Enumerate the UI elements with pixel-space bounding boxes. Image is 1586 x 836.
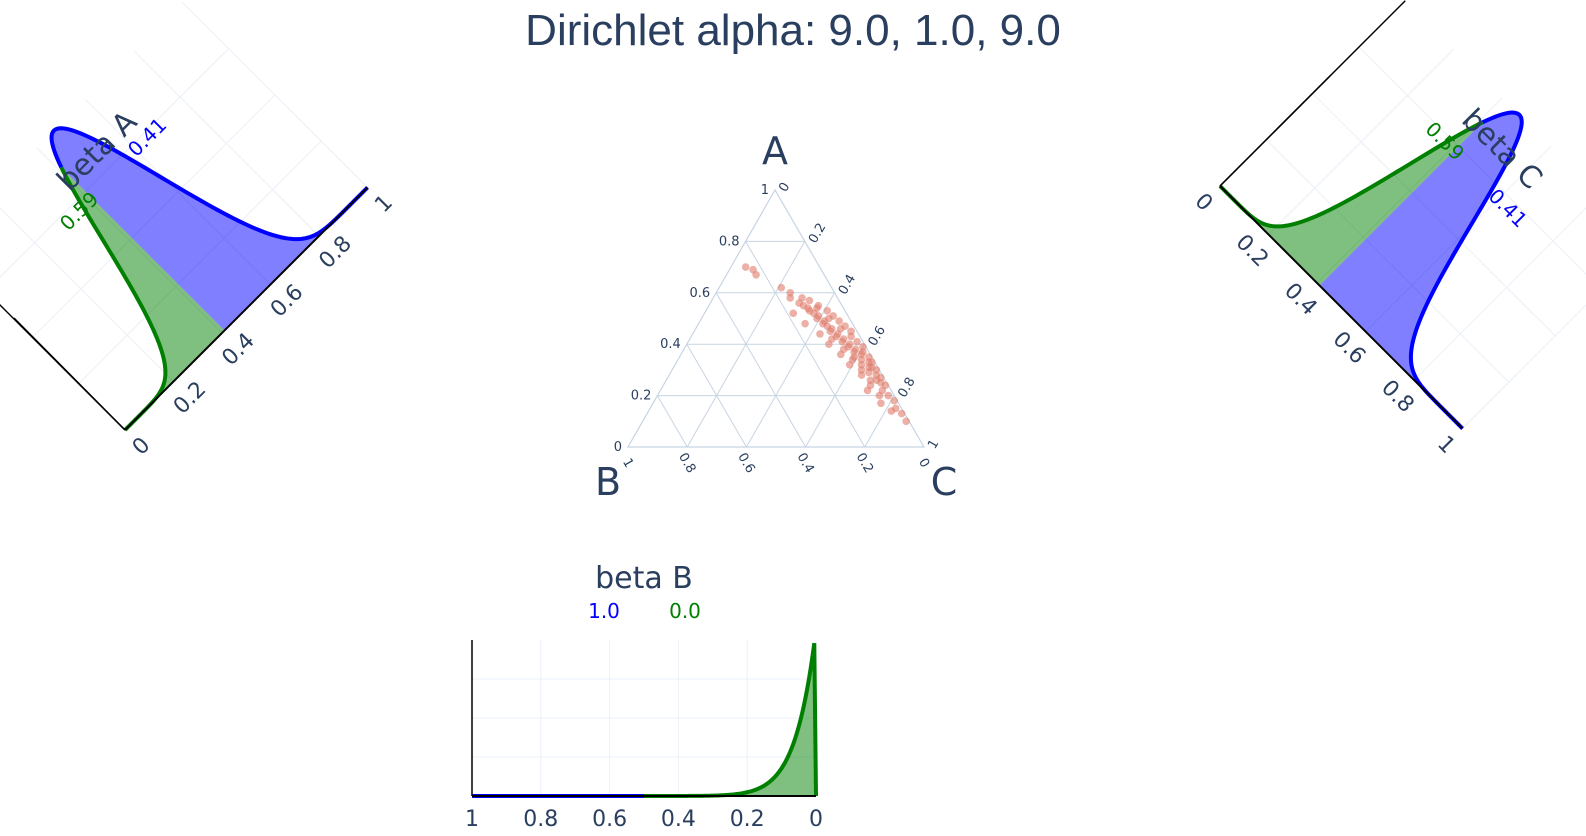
ternary-point <box>884 391 893 400</box>
ternary-point <box>836 324 845 333</box>
ternary-point <box>828 335 836 343</box>
ternary-grid-line-b <box>686 343 747 448</box>
beta-axis-y <box>0 244 126 431</box>
beta-area-high <box>1319 112 1522 429</box>
ternary-point <box>868 363 876 372</box>
ternary-point <box>816 330 824 338</box>
beta-tick-label: 0 <box>1190 189 1218 217</box>
ternary-point <box>813 314 821 323</box>
ternary-point <box>877 399 885 408</box>
beta-a-panel: 0 0.20.40.60.8 1 <box>0 1 398 461</box>
ternary-tick-a: 0 <box>614 440 622 455</box>
beta-tick-label: 1 <box>1432 431 1460 459</box>
ternary-point <box>866 376 875 384</box>
ternary-point <box>902 417 910 426</box>
ternary-point <box>897 409 906 418</box>
ternary-point <box>813 304 821 313</box>
ternary-tick-c: 0.4 <box>836 272 859 297</box>
ternary-corner-c: C <box>931 460 958 504</box>
ternary-plot: 0 0 0 0.2 0.2 0.2 0.4 0.4 0.4 0.6 0.6 0.6 0.8 0.8 0.8 1… <box>595 129 957 504</box>
beta-tick-label: 1 <box>370 190 398 218</box>
beta-tick-label: 0 <box>128 433 156 461</box>
beta-c-panel: 0 0.20.40.60.8 1 <box>1190 0 1586 459</box>
beta-tick-label: 0.8 <box>1376 375 1418 417</box>
ternary-tick-b: 1 <box>619 456 636 471</box>
ternary-corner-a: A <box>762 129 788 173</box>
beta-area-low <box>644 643 816 796</box>
beta-a-side-axis <box>13 317 126 431</box>
beta-b-title: beta B <box>595 561 693 596</box>
beta-tick-label: 0.6 <box>1328 327 1370 369</box>
beta-tick-label: 0.6 <box>592 807 627 832</box>
ternary-point <box>786 294 795 302</box>
ternary-point <box>875 391 884 400</box>
ternary-tick-c: 0.8 <box>895 375 918 400</box>
chart-title: Dirichlet alpha: 9.0, 1.0, 9.0 <box>525 6 1061 55</box>
ternary-tick-a: 1 <box>761 183 769 198</box>
beta-tick-label: 0.8 <box>314 231 356 273</box>
beta-area-low <box>1220 122 1483 286</box>
ternary-point <box>826 327 835 336</box>
ternary-tick-b: 0.6 <box>734 451 757 476</box>
beta-tick-label: 0.2 <box>169 377 211 419</box>
ternary-tick-b: 0.4 <box>793 451 816 476</box>
ternary-tick-c: 0.6 <box>866 324 889 349</box>
ternary-point <box>741 263 750 271</box>
beta-tick-label: 1 <box>465 807 479 832</box>
ternary-tick-c: 1 <box>925 437 942 452</box>
ternary-tick-b: 0.2 <box>853 451 876 476</box>
ternary-point <box>838 337 846 346</box>
ternary-point <box>839 345 848 354</box>
beta-b-right-label: 0.0 <box>669 599 701 623</box>
ternary-point <box>823 306 832 315</box>
ternary-point <box>752 271 760 279</box>
ternary-point <box>789 309 798 318</box>
ternary-grid-line-b <box>715 292 807 448</box>
ternary-tick-a: 0.4 <box>660 337 681 352</box>
ternary-point <box>857 366 866 374</box>
beta-c-side-axis <box>1219 75 1331 187</box>
beta-axis-x <box>124 186 369 431</box>
ternary-tick-c: 0 <box>776 180 793 195</box>
ternary-point <box>777 283 786 292</box>
ternary-grid-line-c <box>864 395 895 448</box>
ternary-corner-b: B <box>595 460 621 504</box>
ternary-point <box>848 355 857 364</box>
ternary-tick-a: 0.8 <box>719 234 740 249</box>
ternary-frame <box>626 188 926 448</box>
ternary-point <box>847 332 855 341</box>
ternary-point <box>863 386 872 395</box>
ternary-tick-a: 0.2 <box>631 389 652 404</box>
ternary-tick-b: 0 <box>915 456 932 471</box>
ternary-tick-b: 0.8 <box>675 451 698 476</box>
beta-tick-label: 0.8 <box>523 807 558 832</box>
beta-tick-label: 0.2 <box>730 807 765 832</box>
beta-grid-vertical <box>1462 242 1586 429</box>
ternary-grid-line-b <box>656 395 688 448</box>
ternary-tick-a: 0.6 <box>690 286 711 301</box>
ternary-point <box>853 337 861 346</box>
beta-tick-label: 0.4 <box>217 328 259 370</box>
ternary-point <box>805 296 814 305</box>
ternary-point <box>859 348 867 356</box>
ternary-point <box>801 319 809 328</box>
beta-tick-label: 0 <box>809 807 823 832</box>
beta-tick-label: 0.4 <box>1279 278 1321 320</box>
ternary-point <box>887 407 896 415</box>
beta-b-left-label: 1.0 <box>588 599 620 623</box>
ternary-point <box>890 396 899 405</box>
beta-area-low <box>61 167 225 430</box>
beta-tick-label: 0.2 <box>1231 230 1273 272</box>
beta-tick-label: 0.6 <box>266 280 308 322</box>
beta-b-panel: 1 0.8 0.6 0.4 0.2 0 <box>465 640 823 832</box>
ternary-point <box>798 294 806 302</box>
beta-area-high <box>51 128 368 331</box>
beta-axis-x <box>1219 185 1464 430</box>
ternary-tick-c: 0.2 <box>806 221 829 246</box>
ternary-point <box>824 314 833 323</box>
beta-tick-label: 0.4 <box>661 807 696 832</box>
ternary-point <box>835 317 843 325</box>
